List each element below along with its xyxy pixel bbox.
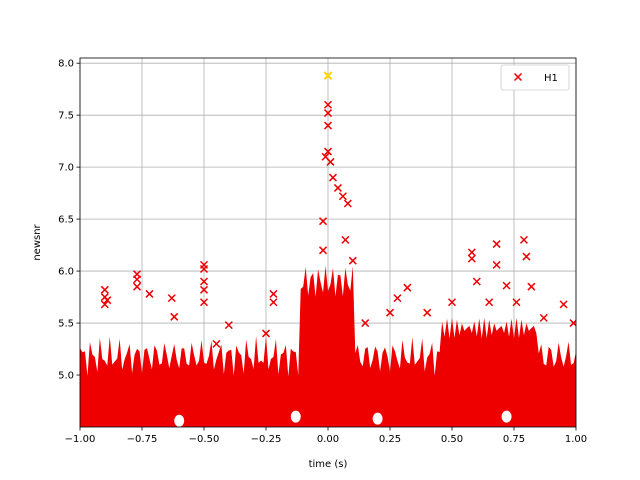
y-tick-label: 8.0: [58, 59, 74, 70]
data-point: [319, 246, 328, 255]
data-point: [348, 256, 357, 265]
legend: H1: [500, 64, 570, 91]
band-gap: [372, 412, 383, 425]
data-point: [467, 248, 476, 257]
x-tick-label: 1.00: [565, 434, 587, 445]
data-point: [467, 254, 476, 263]
y-tick-label: 6.0: [58, 267, 74, 278]
data-point: [319, 217, 328, 226]
data-point: [306, 329, 315, 338]
data-point: [261, 329, 271, 338]
data-point: [522, 252, 531, 261]
data-points: [100, 71, 576, 348]
data-point: [100, 300, 109, 309]
data-point: [492, 260, 501, 269]
data-point: [323, 109, 333, 118]
data-point: [447, 298, 457, 307]
data-point: [199, 298, 209, 307]
x-tick-label: 0.00: [317, 434, 339, 445]
data-point: [199, 264, 209, 274]
y-tick-label: 7.0: [58, 163, 74, 174]
data-point: [133, 282, 142, 291]
x-tick-label: −1.00: [65, 434, 96, 445]
dense-point-band: [80, 265, 576, 427]
data-point: [385, 308, 395, 317]
data-point: [323, 121, 333, 130]
legend-marker-symbol: [513, 72, 523, 82]
data-point: [167, 294, 176, 303]
x-tick-label: −0.25: [251, 434, 282, 445]
data-point: [423, 308, 432, 317]
data-point: [539, 313, 548, 322]
band-gap: [290, 410, 301, 423]
y-tick-label: 5.5: [58, 319, 74, 330]
y-tick-label: 7.5: [58, 111, 74, 122]
data-point: [519, 235, 528, 244]
x-tick-label: 0.50: [441, 434, 463, 445]
data-point: [333, 183, 342, 192]
data-point: [485, 298, 494, 307]
data-point: [403, 283, 412, 292]
x-axis-ticks: −1.00 −0.75 −0.50 −0.25 0.00 0.25 0.50 0.75 1.00: [65, 427, 587, 445]
y-tick-label: 5.0: [58, 371, 74, 382]
data-point: [103, 296, 112, 305]
data-point: [502, 281, 511, 290]
legend-marker-h1: [513, 72, 523, 82]
dense-point-region: [80, 265, 576, 427]
y-tick-label: 6.5: [58, 215, 74, 226]
data-point: [472, 277, 481, 286]
data-point: [145, 289, 154, 298]
data-point: [212, 339, 221, 348]
data-point: [341, 235, 350, 244]
data-point: [323, 147, 333, 156]
legend-box: [500, 64, 570, 91]
data-point: [224, 321, 233, 330]
x-tick-label: −0.75: [127, 434, 158, 445]
x-axis-label: time (s): [309, 459, 348, 470]
data-point: [361, 319, 370, 328]
data-point: [343, 199, 352, 208]
data-point: [199, 277, 209, 286]
data-point: [328, 173, 337, 182]
data-point: [306, 339, 315, 348]
data-point: [133, 275, 142, 284]
highlight-point: [323, 71, 333, 80]
x-tick-label: 0.25: [379, 434, 401, 445]
data-point: [170, 312, 179, 321]
data-point: [100, 285, 109, 294]
y-axis-ticks: 5.0 5.5 6.0 6.5 7.0 7.5 8.0: [58, 59, 80, 382]
data-point: [492, 240, 501, 249]
data-point: [512, 298, 521, 307]
data-point: [269, 298, 278, 307]
x-tick-label: 0.75: [503, 434, 525, 445]
data-point: [326, 157, 335, 166]
y-axis-label: newsnr: [32, 223, 43, 260]
data-point: [323, 100, 333, 109]
band-gap: [501, 410, 512, 423]
data-point: [338, 192, 347, 201]
data-point: [269, 289, 278, 298]
data-point: [393, 294, 402, 303]
data-point: [527, 282, 536, 291]
legend-label-h1: H1: [544, 73, 558, 84]
band-gap: [174, 414, 185, 427]
data-point: [559, 300, 568, 309]
data-point: [199, 285, 209, 294]
x-tick-label: −0.50: [189, 434, 220, 445]
